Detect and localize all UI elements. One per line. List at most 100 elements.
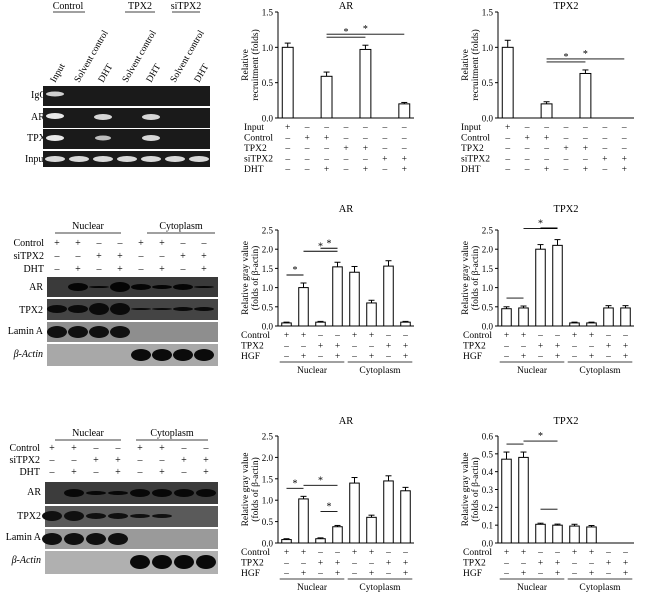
blot-band <box>194 349 214 361</box>
blot-row-label: TPX2 <box>19 305 43 316</box>
significance-label: * <box>363 24 368 35</box>
blot-fraction-label: Cytoplasm <box>150 428 194 439</box>
y-tick-label: 0.4 <box>482 467 494 477</box>
condition-sign: – <box>368 342 374 352</box>
bar <box>332 526 343 544</box>
chip-gel-strip-ar <box>43 108 210 128</box>
blot-sign: – <box>115 443 122 454</box>
chip-lane-labels: Input Solvent control DHT Solvent contro… <box>49 29 212 85</box>
blot-sign: + <box>201 264 207 275</box>
bar <box>569 322 580 327</box>
y-axis-label: recruitment (folds) <box>470 29 481 101</box>
blot-band <box>173 349 193 361</box>
blot-condition-label: DHT <box>23 264 44 275</box>
blot-band <box>131 284 151 290</box>
blot-condition-label: Control <box>9 443 40 454</box>
blot-band-layer <box>42 489 216 569</box>
y-tick-label: 0.5 <box>262 517 274 527</box>
blot-sign: + <box>96 251 102 262</box>
condition-sign: – <box>563 165 569 175</box>
condition-label: Control <box>461 134 490 144</box>
bar <box>359 48 372 119</box>
chip-gel-strip-tpx2 <box>43 129 210 149</box>
bar <box>586 526 597 544</box>
condition-sign: + <box>602 155 607 165</box>
significance-label: * <box>293 265 298 276</box>
bar <box>501 46 514 119</box>
blot-band <box>196 489 216 497</box>
condition-sign: – <box>601 165 607 175</box>
condition-sign: – <box>537 331 543 341</box>
condition-sign: – <box>351 342 357 352</box>
bar <box>400 490 411 544</box>
condition-sign: + <box>386 342 391 352</box>
condition-sign: – <box>351 559 357 569</box>
condition-sign: + <box>505 123 510 133</box>
condition-sign: – <box>524 144 530 154</box>
blot-band <box>110 303 130 315</box>
blot-band <box>152 555 172 569</box>
condition-label: HGF <box>463 352 482 362</box>
condition-sign: + <box>403 352 408 362</box>
blot-sign: – <box>159 251 166 262</box>
condition-sign: – <box>537 548 543 558</box>
chip-band <box>46 113 64 119</box>
y-axis-label: Relative gray value <box>241 241 251 315</box>
chart-title: TPX2 <box>553 204 578 215</box>
condition-sign: + <box>352 331 357 341</box>
condition-sign: + <box>402 155 407 165</box>
significance-label: * <box>583 49 588 60</box>
condition-sign: + <box>623 352 628 362</box>
bar <box>603 307 614 327</box>
condition-sign: – <box>317 331 323 341</box>
blot-band-layer <box>47 282 214 361</box>
chip-band <box>93 156 113 162</box>
condition-sign: – <box>605 548 611 558</box>
condition-sign: – <box>283 559 289 569</box>
condition-sign: – <box>543 123 549 133</box>
blot-sign: + <box>203 467 209 478</box>
condition-sign: + <box>544 134 549 144</box>
condition-sign: – <box>621 144 627 154</box>
condition-sign: – <box>563 123 569 133</box>
condition-sign: + <box>324 134 329 144</box>
condition-sign: + <box>623 569 628 579</box>
condition-sign: – <box>524 165 530 175</box>
y-tick-label: 2.5 <box>262 432 274 442</box>
condition-sign: – <box>385 548 391 558</box>
y-tick-label: 0.5 <box>482 78 494 88</box>
y-tick-label: 0.0 <box>262 539 274 549</box>
bar-chart-chip-tpx2: TPX2 0.0 0.5 1.0 1.5 Relative recruitment (fol… <box>461 1 634 175</box>
blot-sign: + <box>138 238 144 249</box>
condition-sign: – <box>524 155 530 165</box>
blot-row-label: β-Actin <box>13 349 43 360</box>
blot-row-label: Lamin A <box>6 532 42 543</box>
condition-sign: + <box>386 559 391 569</box>
condition-sign: + <box>352 548 357 558</box>
y-axis-label: Relative <box>461 49 471 81</box>
bar <box>501 308 512 327</box>
blot-band <box>130 514 150 518</box>
condition-sign: – <box>582 134 588 144</box>
significance-label: * <box>538 431 543 442</box>
blot-band <box>173 284 193 290</box>
condition-sign: – <box>343 165 349 175</box>
y-tick-label: 0.0 <box>482 322 494 332</box>
blot-sign: + <box>49 443 55 454</box>
condition-sign: – <box>563 134 569 144</box>
y-axis-label: Relative gray value <box>241 453 251 527</box>
chip-group-label: siTPX2 <box>171 1 202 12</box>
group-label: Nuclear <box>297 583 328 593</box>
condition-sign: + <box>521 331 526 341</box>
chip-band <box>69 156 89 162</box>
bar <box>569 525 580 544</box>
bar <box>552 244 563 327</box>
condition-sign: – <box>323 155 329 165</box>
condition-sign: – <box>385 569 391 579</box>
y-axis-label: (folds of β-actin) <box>250 246 261 310</box>
blot-sign: + <box>71 467 77 478</box>
condition-sign: – <box>284 134 290 144</box>
chip-group-label: Control <box>53 1 84 12</box>
bar <box>501 458 512 544</box>
blot-band <box>86 533 106 545</box>
